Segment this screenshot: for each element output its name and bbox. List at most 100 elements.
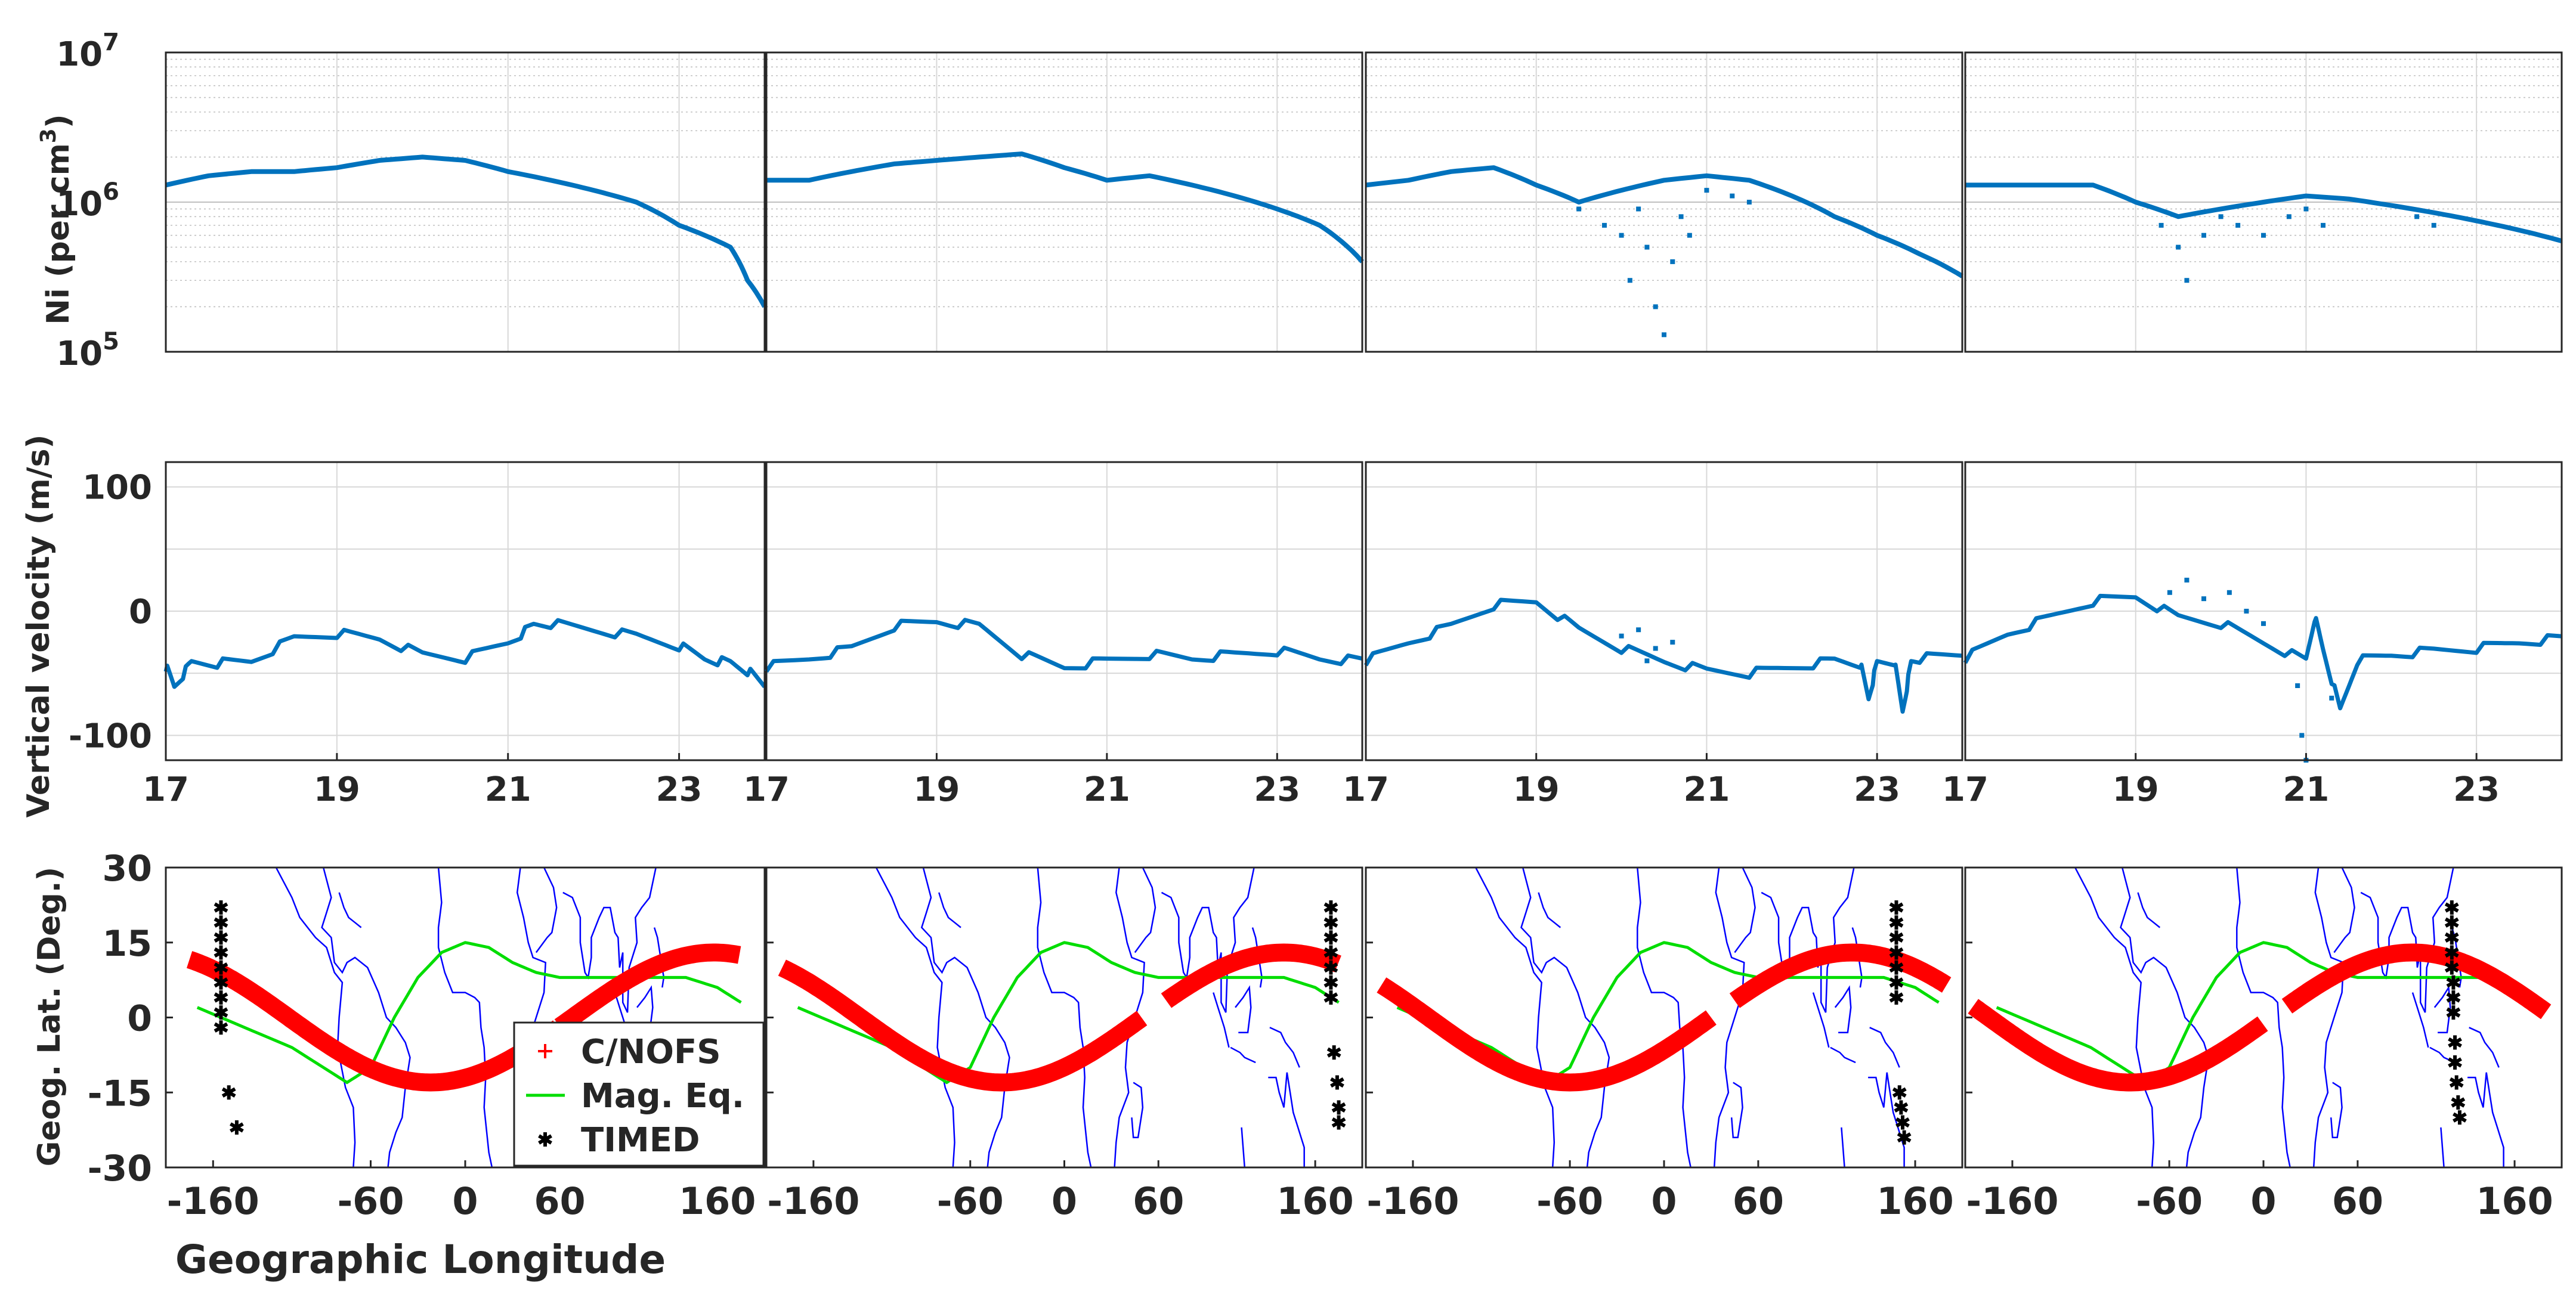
vvel-panel-frame bbox=[165, 461, 766, 761]
coastline bbox=[1869, 1027, 1900, 1068]
vvel-scatter-point bbox=[2226, 590, 2232, 595]
timed-point bbox=[2453, 1110, 2467, 1125]
geo-xtick-label: 0 bbox=[2250, 1179, 2276, 1223]
geo-xtick-label: 160 bbox=[1276, 1179, 1353, 1223]
timed-point bbox=[2446, 1005, 2461, 1020]
vvel-scatter-point bbox=[2261, 621, 2266, 626]
vvel-panel-1: 17 19 21 23 bbox=[143, 461, 766, 809]
timed-stroke bbox=[1889, 947, 1904, 958]
ni-panel-frame bbox=[1365, 51, 1963, 353]
vvel-xtick-label: 17 bbox=[1343, 770, 1389, 809]
row-labels-layer: Ni (per cm3) Vertical velocity (m/s) Geo… bbox=[21, 114, 666, 1283]
timed-stroke bbox=[1889, 977, 1904, 988]
vvel-xtick-label: 19 bbox=[314, 770, 360, 809]
coastline bbox=[1637, 868, 1691, 1167]
geo-panel-frame bbox=[1964, 866, 2563, 1169]
coastline bbox=[920, 868, 1010, 1167]
ni-scatter-point bbox=[1687, 233, 1692, 238]
coastline bbox=[2137, 892, 2161, 928]
vvel-series-line bbox=[1963, 593, 2562, 711]
vvel-xtick-label: 19 bbox=[1513, 770, 1560, 809]
ni-scatter-point bbox=[2303, 206, 2309, 212]
timed-point bbox=[1889, 960, 1904, 975]
coastline bbox=[1730, 1082, 1743, 1138]
vvel-xtick-label: 17 bbox=[143, 770, 189, 809]
ni-panel-frame bbox=[1964, 51, 2563, 353]
ni-scatter-point bbox=[2235, 222, 2241, 228]
coastline bbox=[1734, 868, 1756, 953]
timed-stroke bbox=[1323, 977, 1338, 988]
ni-scatter-point bbox=[2201, 233, 2206, 238]
ni-scatter-point bbox=[2184, 278, 2190, 283]
timed-point bbox=[1889, 930, 1904, 945]
timed-stroke bbox=[1889, 932, 1904, 943]
geo-ytick-2: 0 bbox=[127, 998, 152, 1040]
timed-point bbox=[2448, 1035, 2462, 1050]
geo-xtick-label: -60 bbox=[937, 1179, 1004, 1223]
timed-stroke bbox=[2446, 992, 2461, 1003]
coastline bbox=[2333, 868, 2355, 953]
ni-scatter-point bbox=[2414, 214, 2420, 219]
coastline bbox=[938, 892, 961, 928]
geo-ytick-1: -15 bbox=[88, 1073, 152, 1114]
cnofs-track bbox=[186, 951, 564, 1092]
timed-stroke bbox=[2446, 977, 2461, 988]
coastline bbox=[2330, 1082, 2343, 1138]
timed-point bbox=[1331, 1100, 1346, 1115]
vvel-scatter-point bbox=[2201, 596, 2206, 602]
timed-point bbox=[2449, 1075, 2464, 1090]
geo-xtick-label: 60 bbox=[2332, 1179, 2383, 1223]
ni-scatter-point bbox=[1602, 222, 1607, 228]
timed-point bbox=[1323, 930, 1338, 945]
timed-point bbox=[1889, 975, 1904, 990]
vvel-scatter-point bbox=[2295, 683, 2300, 688]
timed-stroke bbox=[2446, 1007, 2461, 1018]
ni-scatter-point bbox=[1662, 332, 1666, 337]
vvel-xtick-label: 23 bbox=[656, 770, 703, 809]
coastline bbox=[338, 892, 362, 928]
timed-stroke bbox=[1889, 962, 1904, 973]
vvel-series-line bbox=[1363, 597, 1963, 714]
timed-point bbox=[221, 1085, 236, 1100]
geo-xtick-label: -160 bbox=[767, 1179, 859, 1223]
vvel-xtick-label: 21 bbox=[2283, 770, 2329, 809]
timed-point bbox=[1894, 1100, 1909, 1115]
timed-stroke bbox=[1323, 917, 1338, 928]
ni-scatter-point bbox=[1627, 278, 1632, 283]
mag-equator-line bbox=[1996, 941, 2539, 1085]
coastline bbox=[2236, 868, 2291, 1167]
timed-stroke bbox=[2453, 1112, 2467, 1123]
geo-plot-area bbox=[1377, 868, 1952, 1167]
timed-stroke bbox=[1330, 1077, 1344, 1088]
ni-scatter-point bbox=[1730, 193, 1735, 199]
coastline bbox=[1834, 985, 1852, 1033]
coastline bbox=[1520, 868, 1610, 1167]
coastline bbox=[875, 868, 955, 1167]
ni-series-line bbox=[1365, 165, 1964, 278]
timed-point bbox=[1323, 915, 1338, 930]
vvel-xtick-label: 23 bbox=[2453, 770, 2500, 809]
timed-stroke bbox=[1323, 947, 1338, 958]
geo-xtick-label: 160 bbox=[2476, 1179, 2553, 1223]
timed-stroke bbox=[1895, 1117, 1910, 1128]
coastline bbox=[321, 868, 411, 1167]
coastline bbox=[1761, 868, 1855, 1013]
coastline bbox=[275, 868, 356, 1167]
timed-point bbox=[214, 930, 228, 945]
ni-scatter-point bbox=[2176, 244, 2181, 250]
vvel-ytick-2: 100 bbox=[82, 469, 152, 507]
vvel-series-line bbox=[163, 618, 766, 689]
coastline bbox=[1213, 992, 1230, 1048]
geo-xtick-label: 60 bbox=[1733, 1179, 1784, 1223]
timed-stroke bbox=[214, 977, 228, 988]
ni-scatter-point bbox=[1653, 304, 1658, 309]
geo-panel-frame bbox=[1365, 866, 1963, 1169]
legend-entry-1: Mag. Eq. bbox=[581, 1077, 744, 1116]
ni-ytick-base: 10 bbox=[56, 185, 103, 224]
timed-stroke bbox=[230, 1122, 244, 1133]
vvel-panel-4: 17 19 21 23 bbox=[1942, 461, 2563, 809]
geo-panel-3: -160 -60 0 60 160 bbox=[1365, 866, 1963, 1223]
timed-point bbox=[1326, 1045, 1341, 1060]
